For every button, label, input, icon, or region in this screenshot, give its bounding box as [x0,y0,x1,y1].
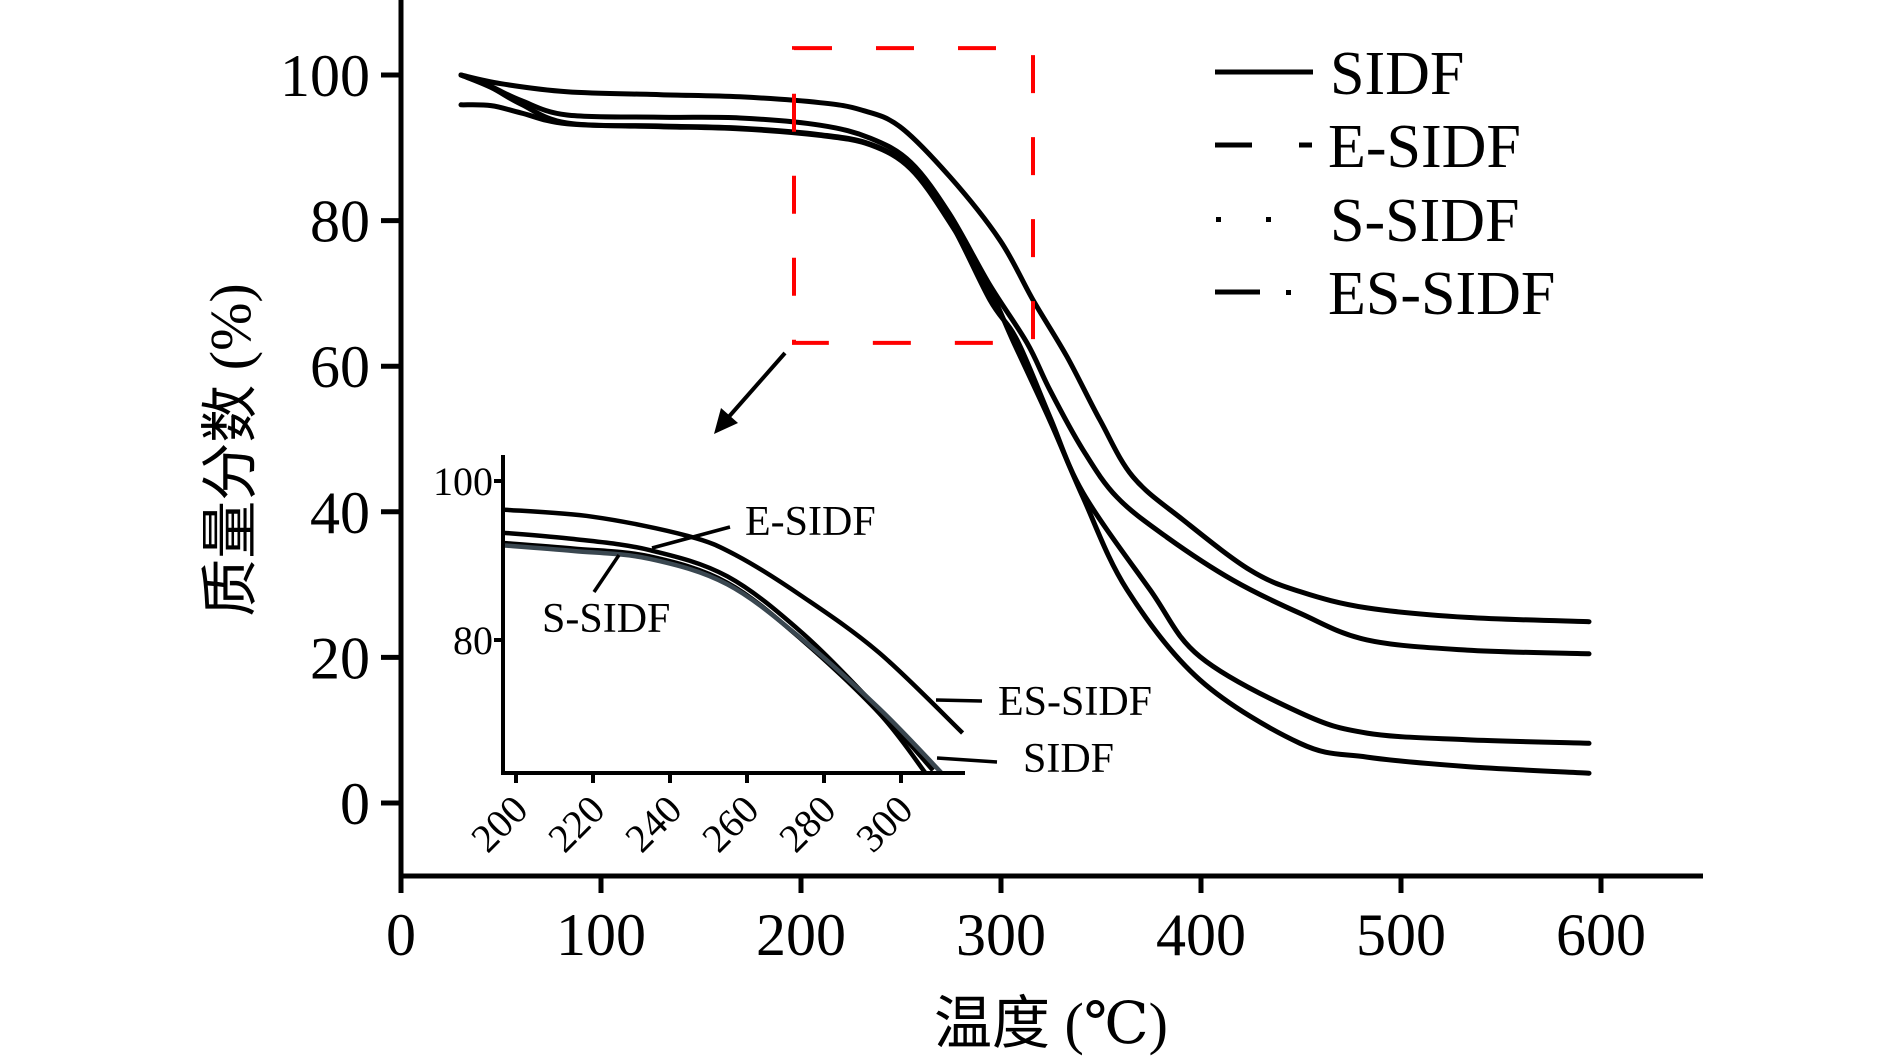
y-tick-label: 0 [340,771,370,837]
inset-series-line-sidf [503,543,944,775]
legend-item-e-sidf: E-SIDF [1215,113,1521,181]
x-tick-label: 200 [756,902,846,968]
zoom-arrow [714,351,787,434]
y-tick-label: 80 [310,189,370,255]
legend: SIDF E-SIDF S-SIDF ES-SIDF [1215,40,1555,328]
legend-item-s-sidf: S-SIDF [1216,187,1520,255]
x-tick-label: 600 [1556,902,1646,968]
series-line-e-sidf [458,72,1592,657]
inset-pointer-s-sidf [592,554,621,593]
inset-series-line-es-sidf [503,507,965,735]
series-line-es-sidf [458,72,1592,625]
y-axis-title: 质量分数 (%) [198,283,263,616]
legend-item-sidf: SIDF [1215,40,1464,108]
inset-pointer-e-sidf [651,525,731,550]
x-axis-title: 温度 (℃) [934,991,1168,1056]
inset-y-tick-label: 100 [433,459,493,504]
legend-swatch-dot [1286,290,1291,295]
main-series-group [458,72,1592,776]
legend-swatch-dot [1216,217,1221,222]
x-tick-label: 500 [1356,902,1446,968]
series-line-s-sidf [458,102,1592,776]
inset-y-ticks: 80 100 [433,459,503,663]
inset-label-e-sidf: E-SIDF [745,499,876,545]
y-tick-label: 100 [280,43,370,109]
legend-label: E-SIDF [1328,113,1521,181]
y-tick-label: 60 [310,334,370,400]
x-tick-label: 300 [956,902,1046,968]
x-ticks: 0 100 200 300 400 500 600 [386,876,1646,968]
x-tick-label: 0 [386,902,416,968]
legend-label: ES-SIDF [1328,260,1555,328]
inset-label-s-sidf: S-SIDF [542,596,670,642]
inset-label-es-sidf: ES-SIDF [998,679,1152,725]
legend-item-es-sidf: ES-SIDF [1215,260,1555,328]
inset-series-group [503,507,965,775]
legend-label: SIDF [1330,40,1464,108]
zoom-region-box [792,46,1035,345]
zoom-arrow-shaft [724,351,787,422]
y-tick-label: 20 [310,625,370,691]
y-tick-label: 40 [310,480,370,546]
legend-swatch-dot [1266,217,1271,222]
main-axes [398,0,1703,893]
inset-label-sidf: SIDF [1023,736,1114,782]
legend-label: S-SIDF [1330,187,1520,255]
x-tick-label: 400 [1156,902,1246,968]
inset-pointer-sidf [936,756,998,764]
y-ticks: 0 20 40 60 80 100 [280,43,401,837]
zoom-arrowhead-icon [714,408,738,434]
inset-pointer-es-sidf [935,698,983,703]
inset-y-tick-label: 80 [453,618,493,663]
x-tick-label: 100 [556,902,646,968]
